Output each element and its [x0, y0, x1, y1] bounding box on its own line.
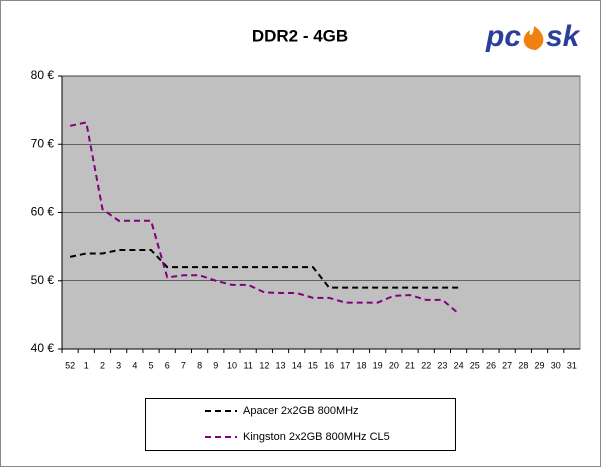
x-tick-label: 22 — [421, 360, 431, 370]
legend-label: Apacer 2x2GB 800MHz — [243, 405, 359, 417]
x-tick-label: 14 — [292, 360, 302, 370]
x-tick-label: 31 — [567, 360, 577, 370]
x-tick-label: 9 — [213, 360, 218, 370]
y-tick-label: 50 € — [31, 273, 55, 287]
x-tick-label: 29 — [535, 360, 545, 370]
x-tick-label: 16 — [324, 360, 334, 370]
x-tick-label: 28 — [518, 360, 528, 370]
x-tick-label: 2 — [100, 360, 105, 370]
x-tick-label: 12 — [259, 360, 269, 370]
logo-flame — [523, 26, 544, 50]
x-tick-label: 25 — [470, 360, 480, 370]
logo-left: pc — [485, 20, 521, 53]
y-tick-label: 70 € — [31, 136, 55, 150]
x-tick-label: 13 — [276, 360, 286, 370]
x-tick-label: 8 — [197, 360, 202, 370]
x-tick-label: 10 — [227, 360, 237, 370]
chart-title: DDR2 - 4GB — [252, 26, 348, 45]
x-tick-label: 4 — [132, 360, 137, 370]
x-tick-label: 6 — [165, 360, 170, 370]
legend — [145, 398, 456, 451]
y-tick-label: 40 € — [31, 341, 55, 355]
y-tick-label: 60 € — [31, 205, 55, 219]
x-tick-label: 17 — [340, 360, 350, 370]
x-tick-label: 11 — [243, 360, 252, 370]
logo-right: sk — [546, 20, 581, 53]
x-tick-label: 18 — [356, 360, 366, 370]
x-tick-label: 19 — [373, 360, 383, 370]
series-line — [69, 121, 460, 315]
x-tick-label: 27 — [502, 360, 512, 370]
x-tick-label: 1 — [84, 360, 89, 370]
x-tick-label: 15 — [308, 360, 318, 370]
x-tick-label: 24 — [454, 360, 464, 370]
legend-label: Kingston 2x2GB 800MHz CL5 — [243, 431, 390, 443]
x-tick-label: 20 — [389, 360, 399, 370]
x-tick-label: 52 — [65, 360, 75, 370]
x-tick-label: 23 — [437, 360, 447, 370]
logo: pc sk — [485, 20, 581, 53]
x-tick-label: 7 — [181, 360, 186, 370]
x-tick-label: 30 — [551, 360, 561, 370]
y-tick-label: 80 € — [31, 68, 55, 82]
series-line — [69, 249, 459, 289]
x-tick-label: 26 — [486, 360, 496, 370]
x-tick-label: 3 — [116, 360, 121, 370]
x-tick-label: 21 — [405, 360, 415, 370]
x-tick-label: 5 — [149, 360, 154, 370]
